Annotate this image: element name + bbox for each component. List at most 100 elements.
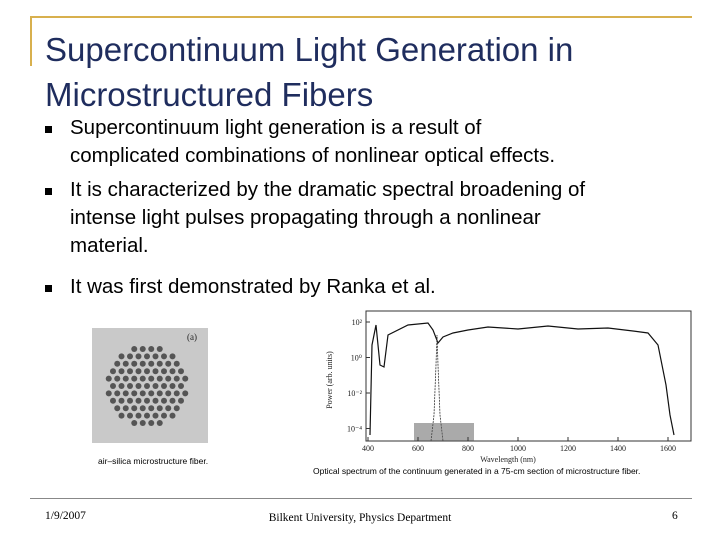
fiber-hole (182, 375, 189, 382)
y-tick-label: 10⁰ (351, 354, 362, 363)
fiber-hole (139, 390, 146, 397)
fiber-hole (127, 368, 133, 375)
fiber-hole (173, 405, 180, 412)
fiber-hole (173, 390, 180, 397)
y-tick-label: 10⁻⁴ (347, 425, 362, 434)
fiber-hole (110, 397, 116, 404)
fiber-hole (161, 368, 167, 375)
fiber-hole (118, 353, 125, 360)
fiber-hole (105, 375, 112, 382)
fiber-hole (139, 405, 146, 412)
fiber-hole (114, 360, 121, 367)
fiber-hole (152, 397, 159, 404)
fiber-hole (122, 360, 129, 367)
fiber-hole (122, 405, 129, 412)
fiber-hole (178, 383, 184, 389)
fiber-hole (131, 390, 138, 397)
fiber-hole (161, 383, 167, 389)
fiber-hole (173, 375, 180, 382)
fiber-hole (139, 375, 146, 382)
fiber-hole (148, 390, 155, 397)
bullet-text: It was first demonstrated by Ranka et al… (70, 275, 436, 298)
fiber-hole (127, 412, 133, 419)
fiber-hole (161, 412, 167, 419)
fiber-hole (169, 412, 176, 419)
fiber-hole (148, 375, 155, 382)
caption: air–silica microstructure fiber. (98, 456, 209, 466)
fiber-hole (131, 375, 138, 382)
fiber-hole (110, 383, 116, 389)
fiber-hole (135, 368, 142, 375)
fiber-hole (131, 405, 138, 412)
title-line: Microstructured Fibers (45, 76, 374, 113)
fiber-hole (144, 412, 150, 419)
photo-bg (92, 328, 208, 443)
fiber-hole (131, 346, 138, 352)
fiber-hole (144, 353, 150, 360)
fiber-hole (152, 353, 159, 360)
fiber-hole (127, 353, 133, 360)
fiber-hole (139, 346, 146, 352)
noise (414, 423, 474, 441)
fiber-hole (169, 368, 176, 375)
fiber-hole (165, 405, 172, 412)
fiber-hole (178, 397, 184, 404)
fiber-hole (169, 383, 176, 389)
footer-center: Bilkent University, Physics Department (268, 512, 452, 524)
fiber-hole (148, 405, 155, 412)
fiber-hole (165, 375, 172, 382)
x-tick-label: 400 (362, 444, 374, 453)
y-tick-label: 10² (352, 318, 363, 327)
fiber-hole (144, 368, 150, 375)
fiber-hole (139, 360, 146, 367)
fiber-hole (156, 390, 163, 397)
top-rule (30, 16, 692, 18)
fiber-hole (156, 375, 163, 382)
fiber-hole (135, 353, 142, 360)
fiber-hole (118, 368, 125, 375)
fiber-hole (114, 390, 121, 397)
bottom-rule (30, 498, 692, 499)
bullet-text: material. (70, 234, 149, 257)
fiber-hole (165, 390, 172, 397)
bullet-marker (45, 188, 52, 195)
fiber-hole (152, 368, 159, 375)
fiber-hole (156, 420, 163, 426)
fiber-hole (161, 397, 167, 404)
fiber-hole (152, 412, 159, 419)
fiber-hole (135, 397, 142, 404)
fiber-hole (156, 360, 163, 367)
fiber-hole (122, 390, 129, 397)
fiber-hole (135, 383, 142, 389)
fiber-hole (105, 390, 112, 397)
fiber-hole (144, 397, 150, 404)
fiber-hole (135, 412, 142, 419)
bullet-marker (45, 126, 52, 133)
fiber-hole (148, 360, 155, 367)
x-label: Wavelength (nm) (480, 455, 536, 464)
fiber-hole (156, 405, 163, 412)
fiber-hole (148, 420, 155, 426)
bullet-marker (45, 285, 52, 292)
fiber-hole (156, 346, 163, 352)
fiber-image: (a) (92, 328, 208, 443)
fiber-hole (178, 368, 184, 375)
caption: Optical spectrum of the continuum genera… (313, 466, 641, 476)
fiber-hole (139, 420, 146, 426)
input-pulse (430, 334, 444, 442)
fiber-hole (148, 346, 155, 352)
bullet-text: Supercontinuum light generation is a res… (70, 116, 482, 139)
spectrum-image: Power (arb. units) Wavelength (nm) 400 60… (325, 310, 692, 464)
page-number: 6 (672, 510, 678, 522)
fiber-hole (122, 375, 129, 382)
footer-date: 1/9/2007 (45, 510, 86, 522)
spectrum-curve (369, 322, 675, 436)
x-tick-label: 600 (412, 444, 424, 453)
fiber-hole (131, 360, 138, 367)
fiber-hole (165, 360, 172, 367)
bullet-text: intense light pulses propagating through… (70, 206, 541, 229)
x-tick-label: 1400 (610, 444, 626, 453)
fiber-hole (127, 383, 133, 389)
fiber-hole (169, 397, 176, 404)
